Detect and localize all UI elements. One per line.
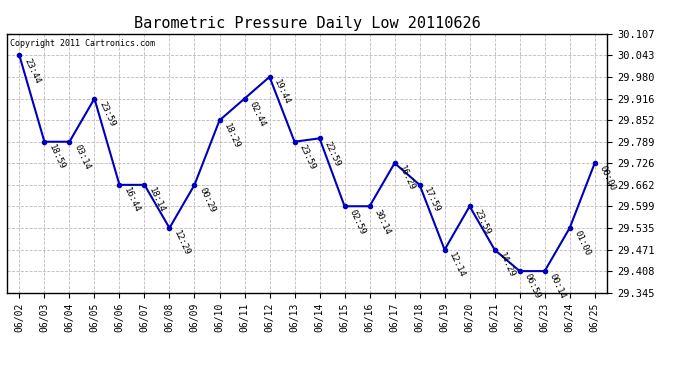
Text: 03:14: 03:14 — [72, 143, 92, 171]
Text: 02:44: 02:44 — [247, 100, 267, 128]
Text: 12:14: 12:14 — [447, 251, 467, 279]
Text: 00:14: 00:14 — [547, 273, 567, 301]
Text: 00:29: 00:29 — [197, 186, 217, 214]
Text: 16:44: 16:44 — [122, 186, 141, 214]
Text: 23:59: 23:59 — [473, 208, 492, 236]
Text: 16:29: 16:29 — [397, 165, 417, 193]
Text: 30:14: 30:14 — [373, 208, 392, 236]
Text: 18:14: 18:14 — [147, 186, 167, 214]
Text: 23:59: 23:59 — [297, 143, 317, 171]
Text: 02:59: 02:59 — [347, 208, 367, 236]
Title: Barometric Pressure Daily Low 20110626: Barometric Pressure Daily Low 20110626 — [134, 16, 480, 31]
Text: 19:44: 19:44 — [273, 78, 292, 106]
Text: 18:29: 18:29 — [222, 122, 242, 150]
Text: Copyright 2011 Cartronics.com: Copyright 2011 Cartronics.com — [10, 39, 155, 48]
Text: 23:44: 23:44 — [22, 57, 41, 85]
Text: 01:00: 01:00 — [573, 230, 592, 258]
Text: 23:59: 23:59 — [97, 100, 117, 128]
Text: 17:59: 17:59 — [422, 186, 442, 214]
Text: 22:59: 22:59 — [322, 140, 342, 168]
Text: 00:00: 00:00 — [598, 165, 617, 193]
Text: 14:29: 14:29 — [497, 251, 517, 279]
Text: 18:59: 18:59 — [47, 143, 67, 171]
Text: 06:59: 06:59 — [522, 273, 542, 301]
Text: 12:29: 12:29 — [172, 230, 192, 258]
